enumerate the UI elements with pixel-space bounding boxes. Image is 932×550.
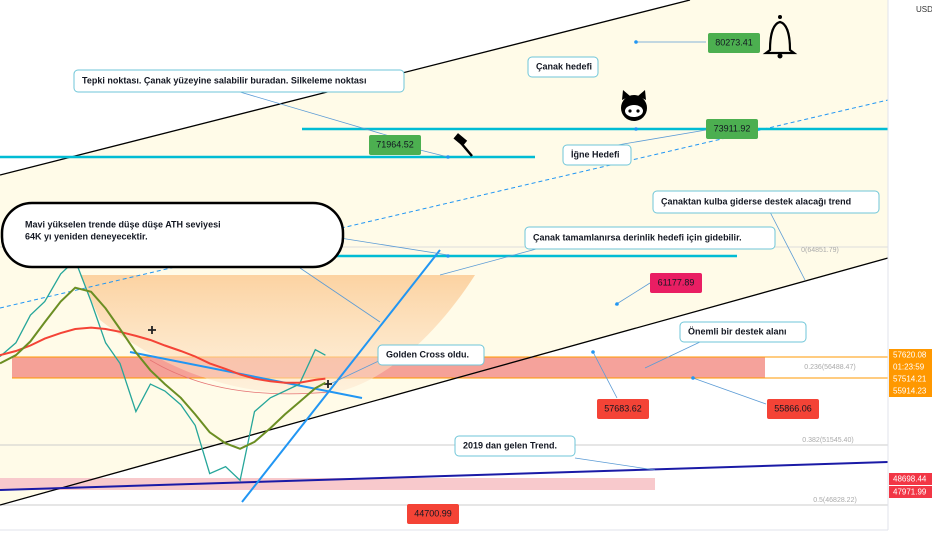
note-dot — [615, 302, 619, 306]
dashed-trend — [0, 99, 889, 309]
note-dot — [446, 155, 450, 159]
trend-2019 — [0, 461, 889, 491]
cross-markers — [148, 326, 332, 388]
price-note: 44700.99 — [414, 508, 452, 518]
price-line — [0, 259, 326, 482]
cup-arc — [149, 359, 331, 395]
axis-tag — [889, 473, 932, 485]
note-dot — [634, 127, 638, 131]
cup — [80, 275, 475, 395]
note-dot — [691, 376, 695, 380]
annotation-box — [652, 190, 880, 214]
axis-tag — [889, 486, 932, 498]
note-dot — [591, 350, 595, 354]
annotation: Mavi yükselen trende düşe düşe ATH seviy… — [25, 219, 221, 229]
fib-label: 0(64851.79) — [801, 247, 839, 254]
annotation: Çanak hedefi — [536, 61, 592, 71]
price-note-box — [369, 135, 421, 155]
annotation-box — [377, 344, 485, 366]
annotation-box — [562, 144, 632, 166]
fib-label: 0.236(56488.47) — [804, 364, 855, 371]
price-note-box — [650, 273, 702, 293]
note-dot — [634, 40, 638, 44]
fib-label: 0.5(46828.22) — [813, 497, 857, 504]
price-note-box — [708, 33, 760, 53]
price-line — [0, 286, 326, 450]
price-note-box — [767, 399, 819, 419]
price-note-box — [597, 399, 649, 419]
axis-tag — [889, 373, 932, 385]
price-axis — [888, 0, 932, 550]
gavel-icon — [453, 133, 473, 157]
drawings — [0, 0, 889, 506]
axis-tag-label: 57620.08 — [893, 351, 927, 360]
axis-tag — [889, 361, 932, 373]
bell-icon — [762, 15, 798, 59]
axis-tag-label: 01:23:59 — [893, 363, 925, 372]
price-note: 55866.06 — [774, 403, 812, 413]
annotation: Golden Cross oldu. — [386, 349, 469, 359]
support-zone — [0, 478, 655, 490]
price-note: 57683.62 — [604, 403, 642, 413]
price-line — [0, 326, 326, 384]
annotation: 2019 dan gelen Trend. — [463, 440, 557, 450]
axis-tag-label: 48698.44 — [893, 475, 927, 484]
currency: USD — [916, 5, 932, 14]
annotation-box — [0, 201, 345, 269]
annotation: Çanaktan kulba giderse destek alacağı tr… — [661, 196, 851, 206]
price-note: 80273.41 — [715, 37, 753, 47]
axis-tag — [889, 349, 932, 361]
channel-line — [0, 257, 889, 506]
price-note: 71964.52 — [376, 139, 414, 149]
annotation-box — [454, 435, 576, 457]
annotation-box — [679, 321, 807, 343]
annotation-box — [524, 226, 776, 250]
annotation: İğne Hedefi — [571, 149, 620, 159]
leaders — [239, 41, 806, 471]
annotation: 64K yı yeniden deneyecektir. — [25, 231, 148, 241]
fib-label: 0.382(51545.40) — [802, 437, 853, 444]
octocat-icon — [621, 90, 647, 121]
annotation: Önemli bir destek alanı — [688, 326, 787, 336]
price-note: 73911.92 — [714, 123, 751, 133]
annotation-box — [527, 56, 599, 78]
blue-trend — [129, 351, 363, 399]
annotation-box — [73, 69, 405, 93]
price-note-box — [407, 504, 459, 524]
blue-trend — [241, 249, 441, 503]
axis-tag-label: 57514.21 — [893, 375, 927, 384]
annotation: Çanak tamamlanırsa derinlik hedefi için … — [533, 232, 742, 242]
price-note-box — [706, 119, 758, 139]
axis-tag-label: 55914.23 — [893, 387, 927, 396]
note-dot — [446, 254, 450, 258]
axis-tag — [889, 385, 932, 397]
axis-tag-label: 47971.99 — [893, 488, 927, 497]
price-note: 61177.89 — [658, 277, 695, 287]
annotation: Tepki noktası. Çanak yüzeyine salabilir … — [82, 75, 366, 85]
